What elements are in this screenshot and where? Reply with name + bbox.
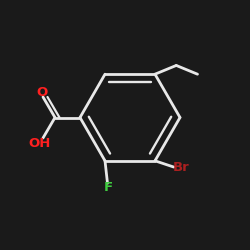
Text: OH: OH [29,137,51,150]
Text: F: F [104,181,113,194]
Text: Br: Br [173,160,190,173]
Text: O: O [36,86,47,98]
